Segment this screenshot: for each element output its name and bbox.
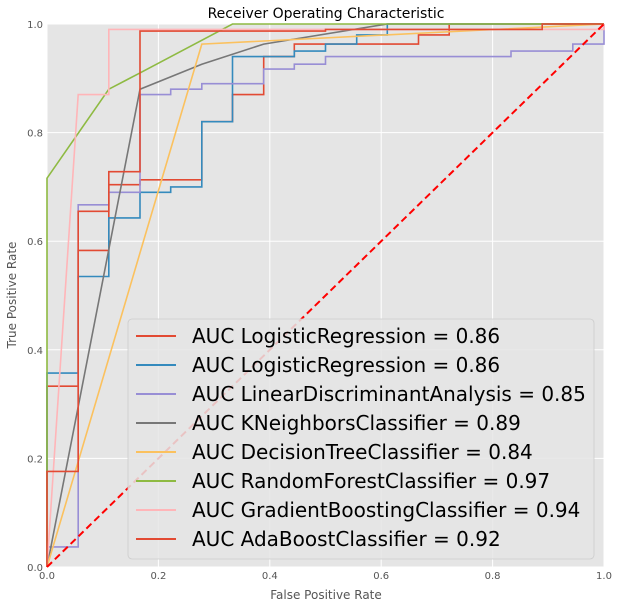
y-tick-label: 1.0 xyxy=(27,20,43,31)
legend-entry: AUC DecisionTreeClassifier = 0.84 xyxy=(192,440,533,464)
legend-entry: AUC GradientBoostingClassifier = 0.94 xyxy=(192,498,580,522)
y-tick-label: 0.4 xyxy=(27,346,43,357)
y-tick-label: 0.6 xyxy=(27,237,43,248)
legend-entry: AUC LogisticRegression = 0.86 xyxy=(192,353,500,377)
y-axis-label: True Positive Rate xyxy=(5,242,19,350)
legend-entry: AUC KNeighborsClassifier = 0.89 xyxy=(192,411,521,435)
series-line-6 xyxy=(46,23,604,567)
series-line-2 xyxy=(46,23,604,567)
x-tick-label: 0.4 xyxy=(262,571,278,582)
series-line-8 xyxy=(46,23,604,567)
series-lines xyxy=(46,23,605,568)
legend: AUC LogisticRegression = 0.86 AUC Logisti… xyxy=(127,318,595,560)
legend-box xyxy=(127,318,595,560)
y-tick-label: 0.0 xyxy=(27,563,43,574)
legend-entry: AUC LinearDiscriminantAnalysis = 0.85 xyxy=(192,382,586,406)
tick-labels: 0.0 0.2 0.4 0.6 0.8 1.0 0.0 0.2 0.4 0.6 0.8 1.0 xyxy=(27,20,612,582)
x-tick-label: 0.8 xyxy=(485,571,501,582)
x-tick-label: 0.0 xyxy=(39,571,55,582)
x-tick-label: 0.6 xyxy=(373,571,389,582)
legend-entry: AUC LogisticRegression = 0.86 xyxy=(192,324,500,348)
x-axis-label: False Positive Rate xyxy=(270,588,382,602)
diagonal-reference-line xyxy=(46,23,605,568)
series-line-7 xyxy=(46,24,605,568)
series-line-3 xyxy=(46,24,605,567)
series-line-5 xyxy=(46,23,605,568)
legend-entry: AUC AdaBoostClassifier = 0.92 xyxy=(192,527,501,551)
x-tick-label: 0.2 xyxy=(150,571,166,582)
y-tick-label: 0.8 xyxy=(27,129,43,140)
y-tick-label: 0.2 xyxy=(27,454,43,465)
chart-title: Receiver Operating Characteristic xyxy=(208,6,445,22)
x-tick-label: 1.0 xyxy=(596,571,612,582)
legend-entry: AUC RandomForestClassifier = 0.97 xyxy=(192,469,550,493)
